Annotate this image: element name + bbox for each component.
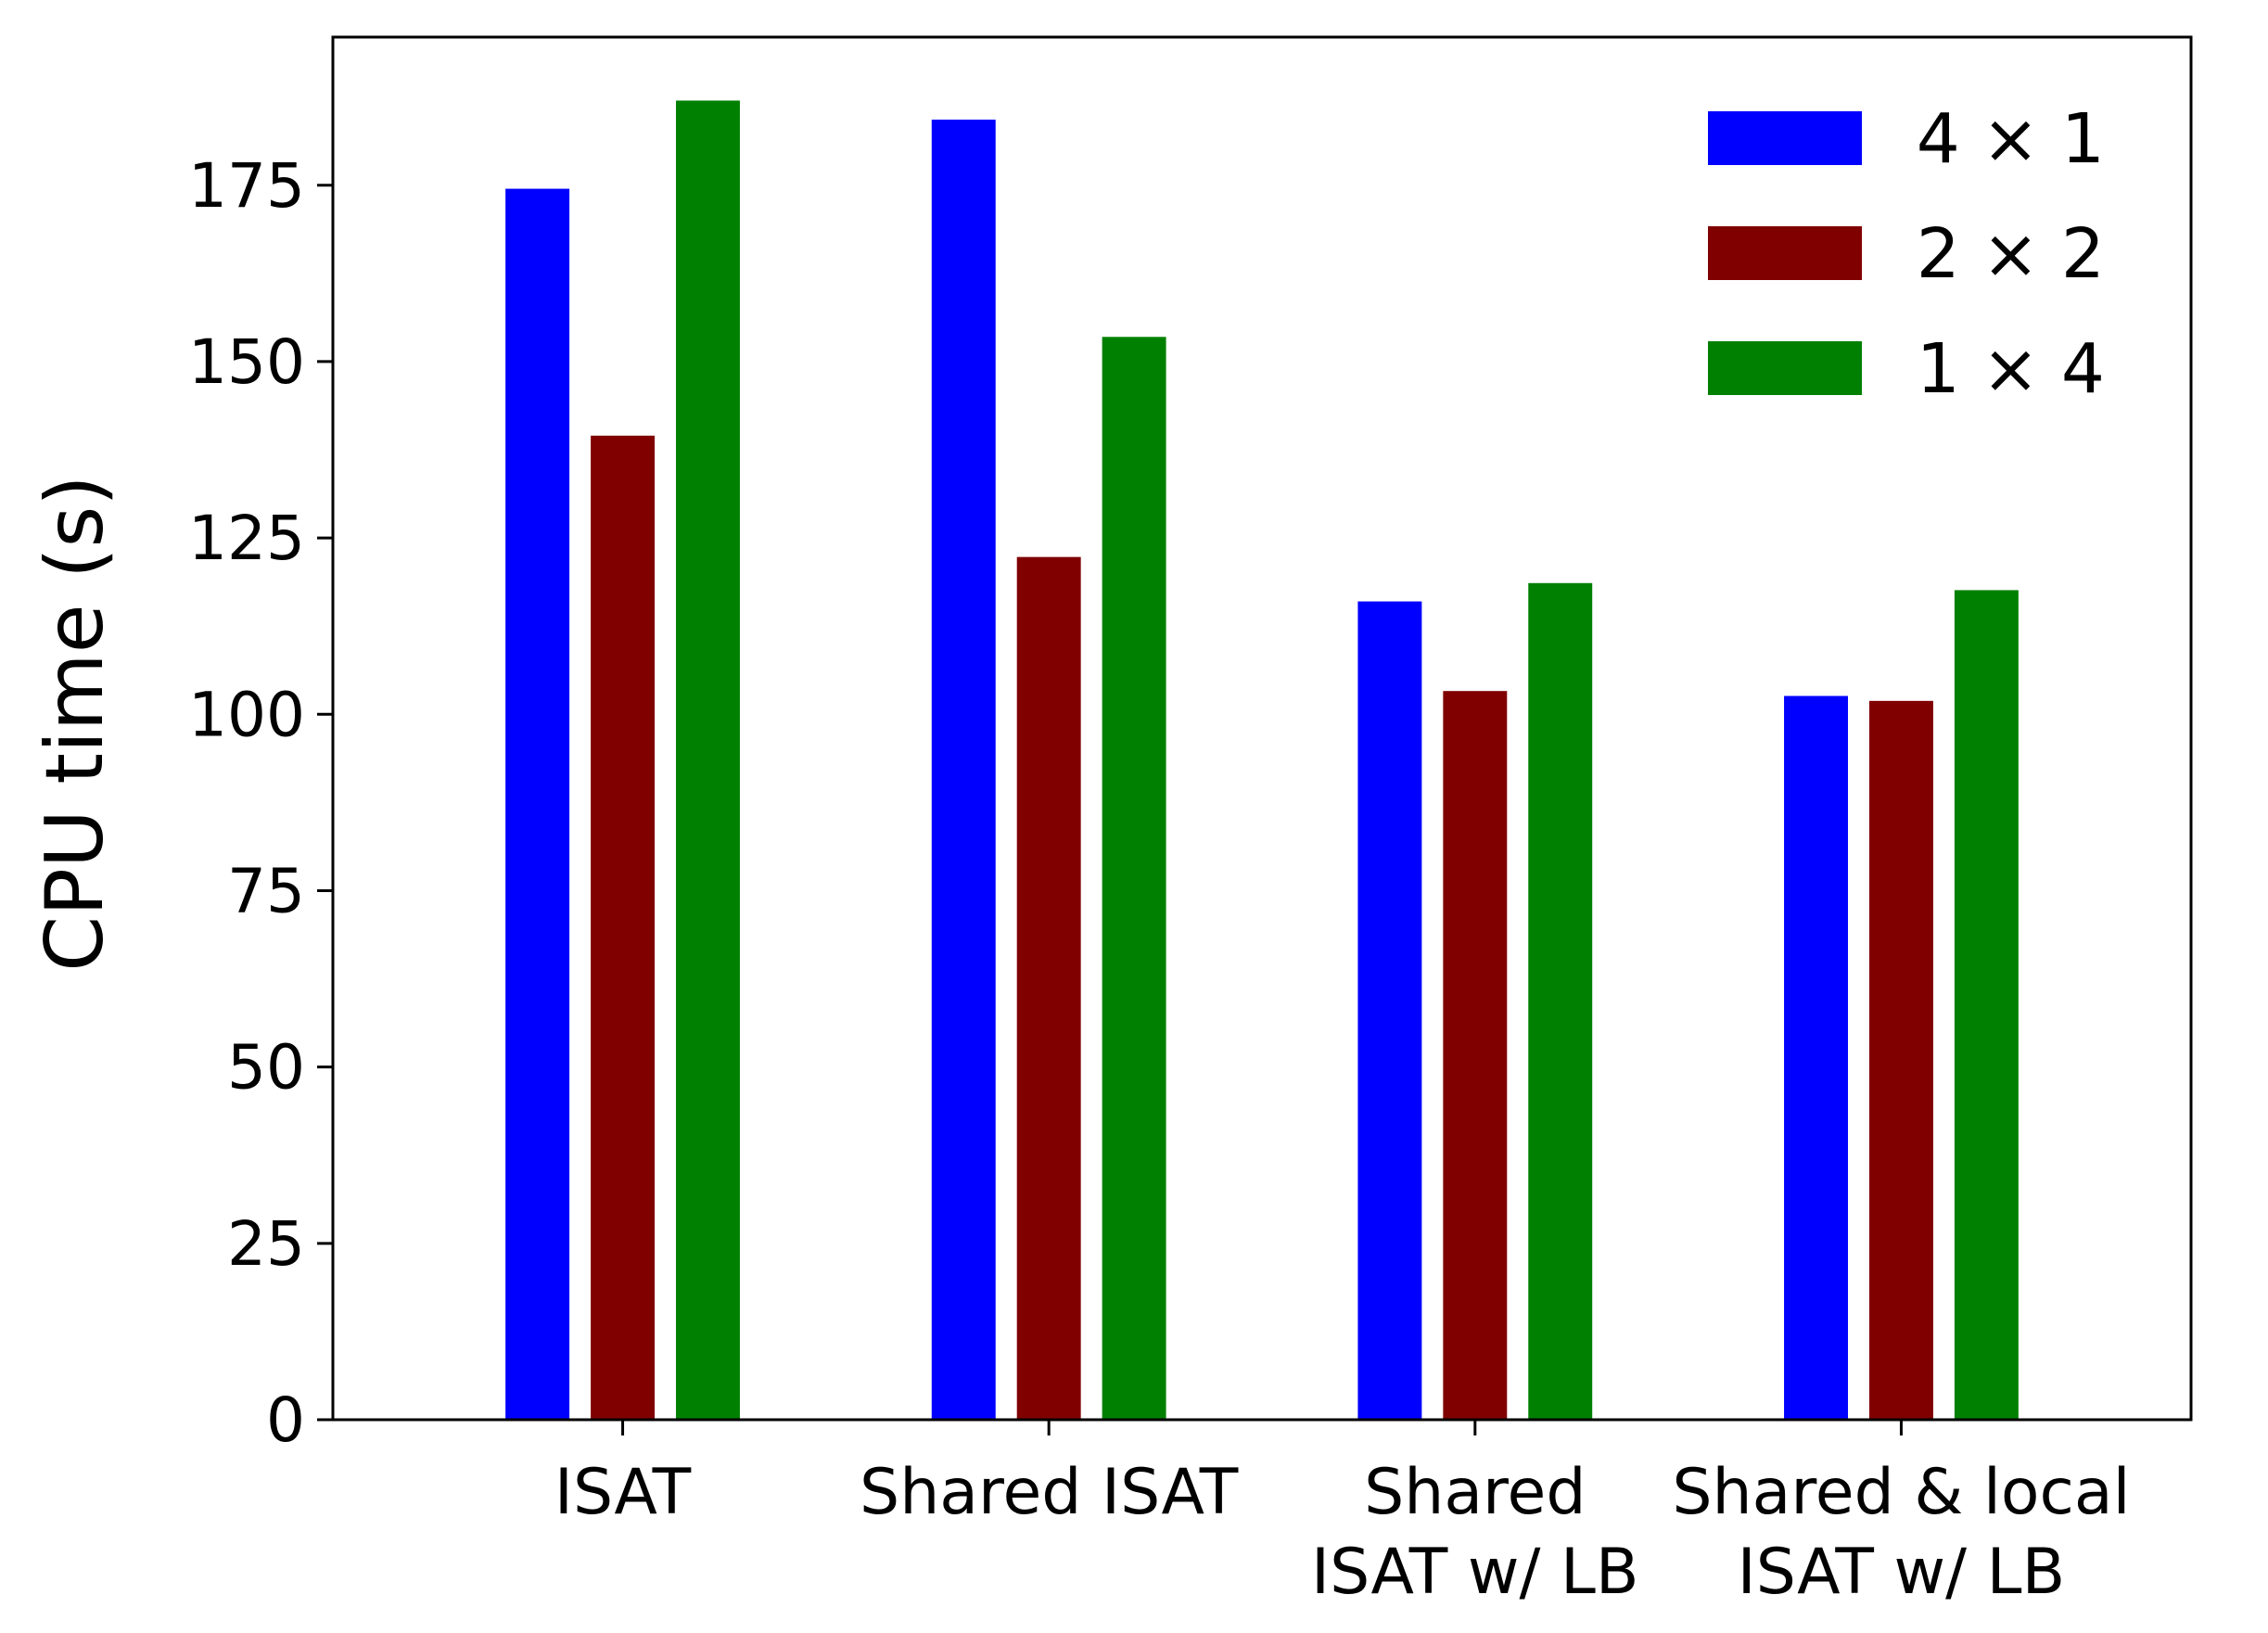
y-tick-label: 0 — [266, 1384, 305, 1456]
legend-label-2: 2 × 2 — [1917, 214, 2105, 294]
bar-series-1-category-3 — [1357, 601, 1422, 1420]
bar-series-3-category-2 — [1102, 337, 1166, 1420]
bar-series-3-category-4 — [1954, 590, 2019, 1420]
y-tick-label: 100 — [188, 679, 305, 750]
legend-swatch-2 — [1708, 226, 1862, 280]
bar-series-1-category-1 — [505, 188, 570, 1420]
bar-series-2-category-1 — [591, 435, 656, 1420]
y-tick-label: 75 — [227, 855, 305, 926]
axes-layer: 0 25 50 75 100 125 150 175 ISAT Shared ISAT Shared… — [188, 35, 2193, 1609]
bar-series-2-category-2 — [1016, 556, 1081, 1420]
bar-series-2-category-3 — [1443, 691, 1508, 1420]
x-tick-label: Shared ISAT w/ LB — [1311, 1456, 1639, 1609]
y-tick-label: 25 — [227, 1208, 305, 1280]
x-tick-label: Shared & local ISAT w/ LB — [1672, 1456, 2130, 1609]
bar-series-1-category-4 — [1784, 695, 1848, 1420]
legend-swatch-1 — [1708, 111, 1862, 165]
bar-series-3-category-3 — [1528, 582, 1593, 1420]
y-tick-label: 50 — [227, 1032, 305, 1104]
y-tick-label: 125 — [188, 503, 305, 574]
legend-label-1: 4 × 1 — [1917, 99, 2105, 179]
x-tick-label: Shared ISAT — [860, 1456, 1239, 1529]
plot-frame — [331, 35, 2193, 1422]
legend-label-3: 1 × 4 — [1917, 329, 2105, 409]
bar-series-3-category-1 — [676, 100, 740, 1421]
bar-series-1-category-2 — [931, 120, 996, 1421]
legend-swatch-3 — [1708, 341, 1862, 395]
bar-series-2-category-4 — [1868, 700, 1933, 1420]
bars-layer — [505, 100, 2019, 1421]
y-axis-title: CPU time (s) — [29, 475, 121, 972]
x-tick-label: ISAT — [554, 1456, 692, 1529]
legend: 4 × 1 2 × 2 1 × 4 — [1708, 99, 2105, 409]
y-tick-label: 175 — [188, 150, 305, 222]
y-tick-label: 150 — [188, 326, 305, 398]
